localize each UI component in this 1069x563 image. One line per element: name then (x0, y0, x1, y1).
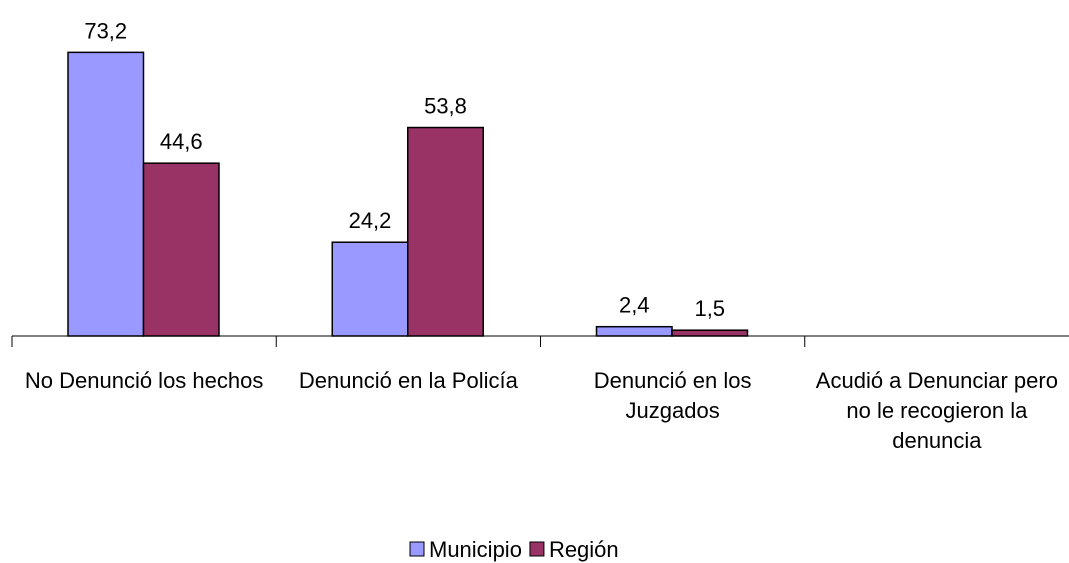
data-label: 1,5 (694, 296, 725, 321)
x-tick-label: Denunció en los Juzgados (593, 368, 752, 423)
legend-label: Región (549, 537, 619, 562)
legend-label: Municipio (429, 537, 522, 562)
x-tick-label: No Denunció los hechos (24, 368, 264, 393)
bar (67, 51, 145, 337)
data-label: 24,2 (349, 208, 392, 233)
data-label: 2,4 (619, 293, 650, 318)
x-tick-label: Acudió a Denunciar pero no le recogieron… (815, 368, 1058, 453)
bar (407, 126, 484, 337)
data-label: 53,8 (424, 94, 467, 119)
legend-swatch (409, 541, 425, 557)
bar (142, 162, 220, 337)
bar (331, 241, 409, 337)
x-tick-label: Denunció en la Policía (298, 368, 518, 393)
legend-swatch (529, 541, 545, 557)
bar (595, 325, 673, 337)
data-label: 44,6 (160, 129, 203, 154)
bar (671, 329, 749, 337)
data-label: 73,2 (84, 18, 127, 43)
